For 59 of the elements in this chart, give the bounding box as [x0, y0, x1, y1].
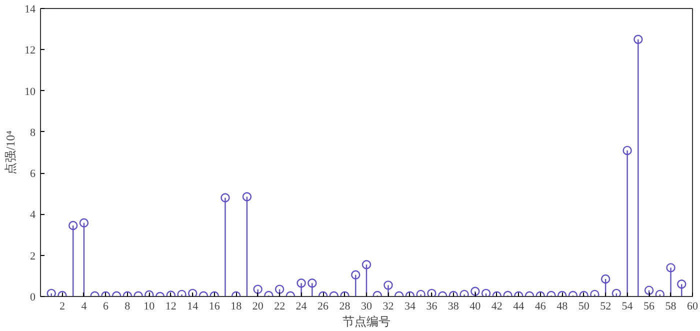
point	[188, 288, 198, 296]
point	[666, 263, 676, 272]
y-tick-label: 12	[24, 44, 36, 57]
point	[79, 218, 89, 228]
y-tick-label: 10	[24, 86, 36, 98]
x-tick-label: 24	[296, 300, 308, 312]
point	[427, 288, 436, 296]
y-tick-label: 14	[24, 4, 36, 16]
y-axis-title: 点强/10⁴	[4, 130, 18, 174]
point	[46, 288, 56, 296]
x-tick-label: 6	[102, 300, 109, 312]
x-tick-label: 8	[124, 300, 131, 312]
x-tick-label: 56	[644, 300, 656, 312]
x-tick-label: 48	[556, 300, 568, 312]
point	[177, 290, 186, 296]
x-tick-label: 52	[600, 300, 612, 312]
x-tick-label: 44	[513, 300, 525, 312]
point	[416, 290, 426, 296]
x-tick-label: 54	[622, 300, 634, 312]
x-tick-label: 18	[230, 300, 242, 312]
point	[220, 193, 230, 202]
point	[622, 146, 632, 156]
x-tick-label: 30	[361, 300, 372, 312]
x-tick-label: 40	[470, 300, 482, 312]
point	[68, 220, 78, 230]
x-tick-label: 2	[59, 300, 65, 312]
x-tick-label: 42	[491, 300, 502, 312]
x-tick-label: 12	[165, 300, 176, 312]
point	[362, 260, 372, 270]
x-tick-label: 26	[318, 300, 330, 312]
y-tick-label: 0	[30, 292, 36, 304]
x-tick-label: 16	[208, 300, 220, 312]
x-tick-label: 46	[534, 300, 546, 312]
x-tick-label: 22	[274, 300, 286, 312]
x-tick-label: 28	[339, 300, 351, 312]
x-tick-label: 60	[687, 300, 698, 312]
x-tick-label: 10	[144, 300, 156, 312]
x-tick-label: 58	[665, 300, 677, 312]
point	[655, 290, 664, 296]
point	[351, 270, 360, 280]
x-tick-label: 14	[187, 300, 199, 312]
x-tick-label: 38	[448, 300, 460, 312]
point	[600, 274, 610, 284]
x-tick-label: 20	[252, 300, 264, 312]
point	[590, 290, 600, 296]
y-tick-label: 4	[30, 209, 36, 222]
point	[460, 290, 469, 296]
x-tick-label: 4	[81, 300, 88, 312]
point	[242, 192, 252, 202]
point	[481, 288, 491, 296]
x-tick-label: 36	[426, 300, 438, 312]
x-tick-label: 50	[578, 300, 590, 312]
y-tick-label: 6	[30, 168, 36, 180]
x-tick-label: 32	[382, 300, 394, 312]
x-tick-label: 34	[404, 300, 416, 312]
y-tick-label: 2	[30, 250, 36, 262]
x-axis-title: 节点编号	[342, 314, 390, 328]
point	[612, 288, 622, 296]
y-tick-label: 8	[30, 126, 36, 139]
